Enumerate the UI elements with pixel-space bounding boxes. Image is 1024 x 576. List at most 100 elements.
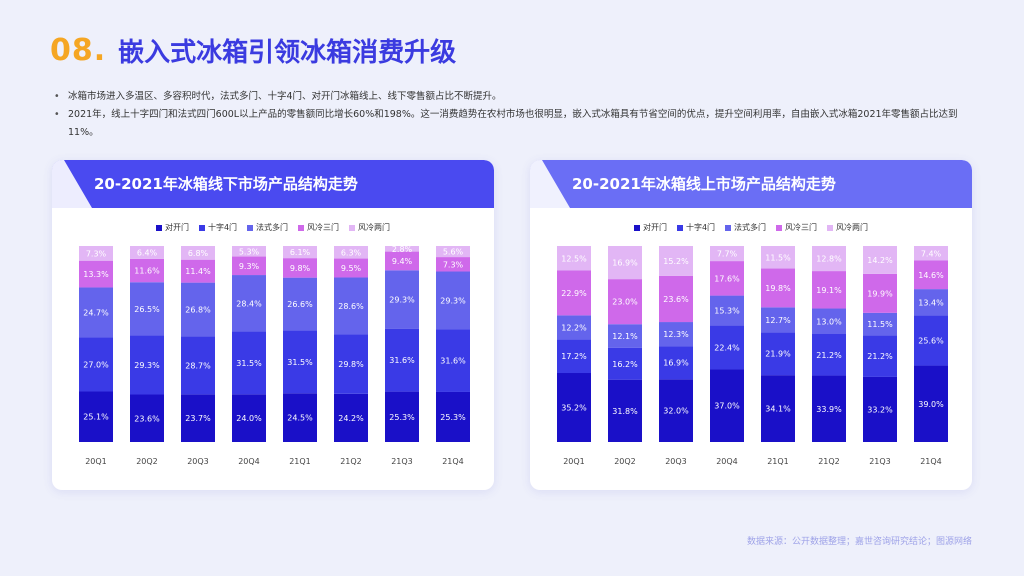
data-label: 5.3% <box>239 247 260 256</box>
bar-segment <box>710 295 744 326</box>
data-label: 25.3% <box>440 413 466 422</box>
bar-segment <box>232 256 266 276</box>
legend-item: 对开门 <box>633 222 667 233</box>
data-label: 24.7% <box>83 308 109 317</box>
bar-segment <box>812 308 846 335</box>
bullet-dot: • <box>54 109 60 120</box>
data-label: 23.7% <box>185 414 211 423</box>
bar-segment <box>130 258 164 283</box>
data-label: 31.5% <box>287 358 313 367</box>
bar-segment <box>761 246 795 269</box>
data-label: 26.8% <box>185 306 211 315</box>
bar-segment <box>385 328 419 392</box>
x-tick-label: 20Q4 <box>238 457 260 466</box>
data-label: 23.6% <box>663 295 689 304</box>
data-label: 6.4% <box>137 248 158 257</box>
data-label: 26.6% <box>287 300 313 309</box>
bar-segment <box>863 335 897 377</box>
x-tick-label: 21Q2 <box>818 457 840 466</box>
chart-legend: 对开门 十字4门 法式多门 风冷三门 风冷两门 <box>52 222 494 233</box>
x-tick-label: 20Q1 <box>85 457 107 466</box>
legend-label: 风冷两门 <box>836 223 869 232</box>
bar-segment <box>436 257 470 272</box>
data-label: 22.9% <box>561 289 587 298</box>
data-label: 21.2% <box>867 352 893 361</box>
legend-label: 十字4门 <box>207 223 238 232</box>
data-label: 11.4% <box>185 267 211 276</box>
bar-segment <box>283 393 317 442</box>
data-label: 9.4% <box>392 257 413 266</box>
chart-banner: 20-2021年冰箱线上市场产品结构走势 <box>530 160 972 208</box>
chart-banner: 20-2021年冰箱线下市场产品结构走势 <box>52 160 494 208</box>
bullet-dot: • <box>54 91 60 102</box>
bar-segment <box>761 307 795 333</box>
bar-segment <box>130 282 164 336</box>
data-label: 16.9% <box>663 359 689 368</box>
bar-segment <box>283 246 317 259</box>
legend-label: 法式多门 <box>734 223 767 232</box>
bar-segment <box>659 246 693 276</box>
bar-segment <box>659 346 693 380</box>
bar-segment <box>761 268 795 308</box>
x-tick-label: 20Q2 <box>136 457 158 466</box>
data-label: 12.5% <box>561 254 587 263</box>
data-label: 21.9% <box>765 350 791 359</box>
data-label: 25.6% <box>918 336 944 345</box>
data-label: 39.0% <box>918 400 944 409</box>
legend-swatch <box>198 224 205 231</box>
chart-title: 20-2021年冰箱线下市场产品结构走势 <box>94 175 358 193</box>
x-tick-label: 20Q2 <box>614 457 636 466</box>
x-tick-label: 21Q2 <box>340 457 362 466</box>
bar-segment <box>710 261 744 296</box>
legend-swatch <box>827 224 834 231</box>
legend-swatch <box>725 224 732 231</box>
data-label: 23.0% <box>612 298 638 307</box>
x-tick-label: 20Q4 <box>716 457 738 466</box>
data-label: 13.4% <box>918 298 944 307</box>
bar-segment <box>812 271 846 309</box>
online-stacked-bar-chart: 35.2% 17.2% 12.2% 22.9% 12.5% 20Q1 31.8% 16.2% 1… <box>557 246 948 466</box>
data-label: 25.1% <box>83 413 109 422</box>
legend-label: 法式多门 <box>256 223 289 232</box>
data-label: 11.5% <box>765 253 791 262</box>
legend-swatch <box>633 224 640 231</box>
bar-segment <box>232 331 266 395</box>
legend-label: 对开门 <box>164 223 189 232</box>
bar-segment <box>181 246 215 260</box>
legend-item: 法式多门 <box>247 222 288 233</box>
bar-segment <box>334 334 368 394</box>
bar-segment <box>812 246 846 272</box>
legend-swatch <box>349 224 356 231</box>
data-label: 16.9% <box>612 259 638 268</box>
bar-segment <box>761 332 795 376</box>
bar-segment <box>557 270 591 316</box>
banner-stripe <box>52 160 92 208</box>
legend-swatch <box>155 224 162 231</box>
legend-swatch <box>247 224 254 231</box>
bar-segment <box>557 339 591 374</box>
bullet-text: 2021年，线上十字四门和法式四门600L以上产品的零售额同比增长60%和198… <box>68 109 958 138</box>
bar-segment <box>385 251 419 271</box>
data-label: 26.5% <box>134 305 160 314</box>
legend-item: 十字4门 <box>198 222 238 233</box>
data-label: 29.3% <box>440 296 466 305</box>
data-label: 21.2% <box>816 351 842 360</box>
data-label: 28.4% <box>236 299 262 308</box>
data-label: 37.0% <box>714 402 740 411</box>
data-label: 24.0% <box>236 414 262 423</box>
legend-item: 十字4门 <box>676 222 715 233</box>
bar-segment <box>334 258 368 278</box>
bar-segment <box>914 260 948 290</box>
bar-segment <box>130 335 164 395</box>
data-label: 27.0% <box>83 360 109 369</box>
data-label: 17.6% <box>714 274 740 283</box>
data-label: 25.3% <box>389 413 415 422</box>
bar-segment <box>79 337 113 392</box>
data-label: 6.3% <box>341 248 362 257</box>
data-label: 19.1% <box>816 286 842 295</box>
data-label: 34.1% <box>765 405 791 414</box>
legend-label: 风冷三门 <box>307 223 340 232</box>
data-label: 12.8% <box>816 255 842 264</box>
bar-segment <box>710 369 744 442</box>
data-label: 7.4% <box>921 249 942 258</box>
